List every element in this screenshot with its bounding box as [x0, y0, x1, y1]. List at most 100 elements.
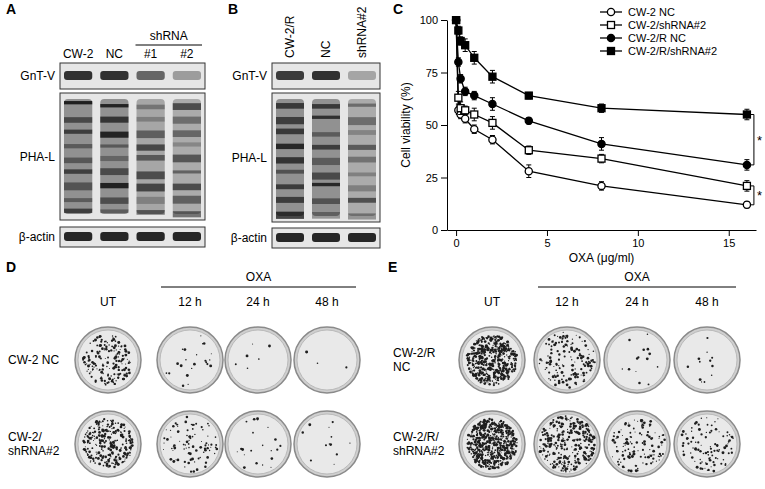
legend-label: CW-2 NC	[628, 6, 675, 18]
band	[312, 212, 340, 219]
y-axis-title: Cell viability (%)	[399, 82, 413, 167]
lane-label: CW-2	[63, 47, 94, 61]
dish-inner	[297, 414, 357, 474]
band	[137, 130, 165, 138]
dish	[604, 327, 670, 393]
blot-box	[60, 63, 205, 89]
marker	[743, 182, 750, 189]
dish-inner	[297, 330, 357, 390]
blot-row-label: GnT-V	[232, 69, 267, 83]
band	[100, 209, 128, 213]
dish	[534, 327, 600, 393]
x-tick: 0	[454, 230, 460, 249]
significance-bracket	[751, 115, 754, 165]
column-label: UT	[100, 295, 117, 309]
marker	[471, 126, 478, 133]
band	[100, 197, 128, 203]
series-line	[456, 20, 747, 115]
colony-panel-d: UT12 h24 h48 hOXACW-2 NCCW-2/shRNA#2	[8, 270, 360, 477]
band	[64, 232, 92, 241]
band	[173, 130, 201, 137]
y-tick: 50	[426, 119, 447, 131]
blot-panel-b: GnT-VPHA-Lβ-actinCW-2/RNCshRNA#2	[231, 6, 380, 248]
band	[312, 198, 340, 204]
y-tick: 100	[420, 14, 447, 26]
band	[173, 117, 201, 124]
band	[312, 158, 340, 165]
y-tick-label: 100	[420, 14, 438, 26]
row-label: CW-2/	[8, 430, 42, 444]
marker	[489, 119, 496, 126]
band	[137, 232, 165, 241]
smear	[312, 99, 340, 216]
marker	[525, 168, 532, 175]
band	[173, 155, 201, 163]
dish	[75, 327, 141, 393]
lane-label: shRNA#2	[355, 6, 369, 58]
colonies	[302, 421, 351, 465]
marker	[455, 27, 462, 34]
band	[348, 185, 376, 191]
blot-row-label: PHA-L	[232, 151, 268, 165]
panel-label: B	[228, 1, 238, 17]
x-tick-label: 0	[454, 237, 460, 249]
smear	[137, 99, 165, 214]
band	[64, 144, 92, 148]
blot-box	[60, 93, 205, 220]
marker	[462, 107, 469, 114]
blot-box	[272, 93, 380, 222]
colonies	[622, 334, 659, 386]
blot-box	[60, 227, 205, 247]
band	[64, 117, 92, 123]
blot-panel-a: GnT-VPHA-Lβ-actinCW-2NC#1#2shRNA	[19, 29, 205, 247]
dish	[75, 411, 141, 477]
colonies	[466, 335, 518, 386]
dish-inner	[537, 414, 597, 474]
x-tick-label: 15	[723, 237, 735, 249]
y-tick: 25	[426, 172, 447, 184]
blot-row-label: β-actin	[231, 231, 267, 245]
dish	[294, 411, 360, 477]
band	[173, 184, 201, 191]
band	[173, 170, 201, 173]
marker	[525, 92, 532, 99]
colonies	[82, 335, 131, 386]
dish	[604, 411, 670, 477]
colony-panel-e: UT12 h24 h48 hOXACW-2/RNCCW-2/R/shRNA#2	[393, 270, 740, 477]
band	[276, 233, 304, 242]
band	[137, 155, 165, 161]
band	[137, 117, 165, 122]
band	[312, 183, 340, 186]
blot-box	[272, 228, 380, 248]
band	[64, 158, 92, 164]
dish-inner	[78, 414, 138, 474]
dish	[157, 411, 223, 477]
error-bar	[526, 92, 531, 98]
band	[348, 198, 376, 203]
band	[276, 157, 304, 163]
error-bar	[526, 146, 531, 154]
band	[276, 103, 304, 109]
dish	[225, 411, 291, 477]
series-line	[456, 20, 747, 186]
smear	[64, 99, 92, 214]
y-tick: 0	[432, 224, 447, 236]
band	[100, 104, 128, 107]
band	[100, 168, 128, 175]
group-line	[161, 287, 356, 288]
row-label: CW-2/R	[393, 346, 436, 360]
legend-marker	[607, 8, 614, 15]
marker	[489, 100, 496, 107]
band	[64, 182, 92, 190]
y-tick-mark	[441, 20, 447, 21]
colonies	[467, 418, 518, 470]
column-label: 12 h	[178, 295, 201, 309]
group-label: OXA	[246, 270, 271, 284]
series	[452, 16, 750, 208]
colonies	[163, 416, 218, 473]
marker	[598, 140, 605, 147]
dish-inner	[228, 414, 288, 474]
column-label: 48 h	[695, 295, 718, 309]
marker	[743, 201, 750, 208]
marker	[489, 136, 496, 143]
